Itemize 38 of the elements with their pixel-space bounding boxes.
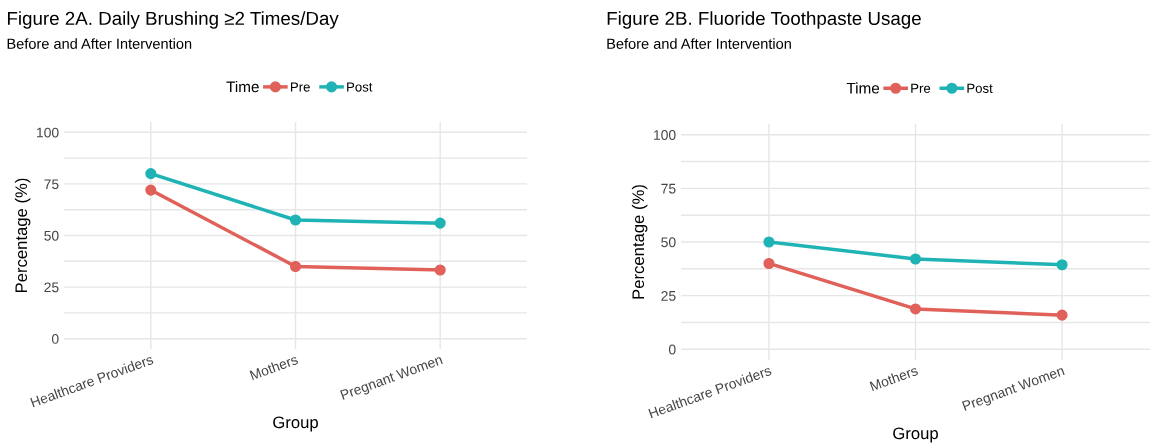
y-tick-label: 50 — [44, 230, 59, 241]
point — [145, 184, 157, 196]
y-tick-label: 50 — [661, 237, 676, 248]
x-tick-label: Mothers — [249, 354, 299, 381]
y-tick-label: 100 — [654, 130, 676, 140]
point — [289, 214, 302, 226]
y-axis-title: Percentage (%) — [14, 178, 31, 293]
point — [909, 303, 922, 315]
y-axis-title: Percentage (%) — [631, 185, 648, 299]
chart-subtitle: Before and After Intervention — [7, 38, 192, 49]
y-tick-label: 0 — [668, 344, 676, 355]
legend-label: Post — [347, 82, 373, 92]
point — [434, 264, 446, 276]
x-axis-title: Group — [893, 427, 938, 443]
point — [434, 217, 446, 229]
y-tick-label: 100 — [37, 127, 59, 138]
x-axis-title: Group — [273, 416, 318, 432]
chart-title: Figure 2A. Daily Brushing ≥2 Times/Day — [7, 11, 339, 29]
y-tick-label: 0 — [51, 334, 59, 344]
point — [1056, 309, 1068, 321]
y-tick-label: 25 — [661, 290, 676, 301]
x-tick-label: Mothers — [869, 365, 919, 392]
point — [1056, 259, 1068, 271]
legend-label: Post — [967, 83, 993, 93]
chart-subtitle: Before and After Intervention — [607, 38, 791, 49]
point — [763, 236, 775, 248]
point — [145, 168, 157, 180]
point — [909, 253, 922, 265]
legend-title: Time — [846, 82, 880, 94]
chart-title: Figure 2B. Fluoride Toothpaste Usage — [607, 11, 921, 29]
point — [289, 260, 302, 273]
y-tick-label: 75 — [661, 183, 676, 194]
legend-title: Time — [226, 81, 259, 93]
y-tick-label: 75 — [44, 179, 59, 190]
y-tick-label: 25 — [44, 282, 59, 293]
legend-label: Pre — [911, 83, 931, 93]
point — [763, 257, 775, 270]
legend-label: Pre — [290, 82, 310, 92]
